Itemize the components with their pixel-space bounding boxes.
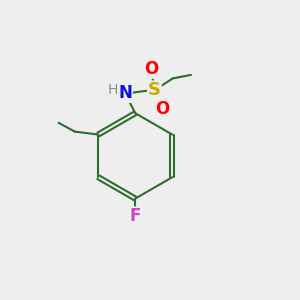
Text: O: O [144,60,158,78]
Text: S: S [148,81,161,99]
Text: F: F [130,207,141,225]
Text: N: N [118,84,132,102]
Text: H: H [107,82,118,97]
Text: O: O [155,100,169,118]
